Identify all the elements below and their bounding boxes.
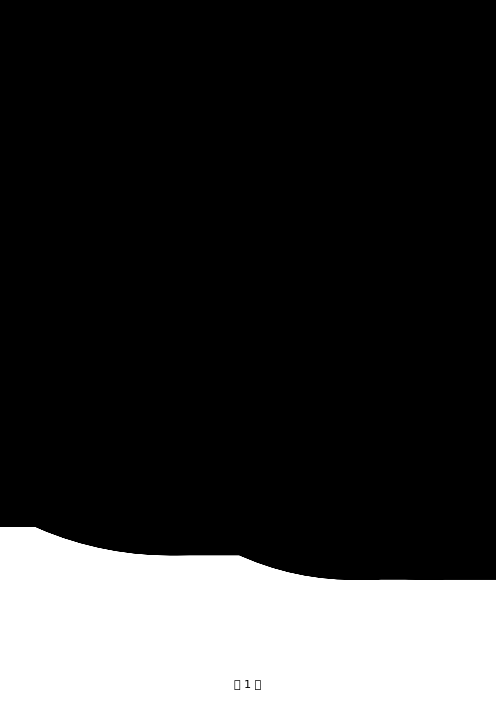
Text: A# 氧透: A# 氧透 xyxy=(365,235,403,249)
Text: 0.53Mpa23℃: 0.53Mpa23℃ xyxy=(270,105,340,115)
Text: 3、空压机仪控系统：: 3、空压机仪控系统： xyxy=(28,435,112,447)
Text: B#氧活塞: B#氧活塞 xyxy=(179,315,221,329)
Text: A#氧活塞: A#氧活塞 xyxy=(179,235,221,249)
Text: 空气: 空气 xyxy=(33,110,48,123)
Text: 空分塔: 空分塔 xyxy=(372,145,394,157)
Bar xyxy=(271,115,289,143)
Text: 高速旋转产生离心力，在离心力的作用下气体被甩出，并获得很大的速: 高速旋转产生离心力，在离心力的作用下气体被甩出，并获得很大的速 xyxy=(28,376,260,388)
Text: 过滤器: 过滤器 xyxy=(72,145,94,157)
Text: 空冷塔: 空冷塔 xyxy=(269,145,291,157)
Text: 空分装置工艺流程及仪表简介: 空分装置工艺流程及仪表简介 xyxy=(167,47,329,67)
Text: A#空压机: A#空压机 xyxy=(142,145,184,157)
Bar xyxy=(74,120,92,138)
Text: 空气经过滤器进入空透压缩机，进入叶轮的气体在叶轮的作用下，: 空气经过滤器进入空透压缩机，进入叶轮的气体在叶轮的作用下， xyxy=(28,359,261,371)
Text: 第 1 页: 第 1 页 xyxy=(235,679,261,689)
Text: 20Kpa O2: 20Kpa O2 xyxy=(432,201,494,215)
Bar xyxy=(338,104,428,182)
Text: 1.1Mpa 氧气: 1.1Mpa 氧气 xyxy=(234,201,299,215)
Text: （1）、温度：8 个轴温测量（TIAS1.10~TIAS1.17）: （1）、温度：8 个轴温测量（TIAS1.10~TIAS1.17） xyxy=(28,451,275,465)
Text: 2.2Mpa  至合成: 2.2Mpa 至合成 xyxy=(234,282,310,295)
Text: 0.55Mpa 70℃: 0.55Mpa 70℃ xyxy=(193,105,266,115)
Text: 度，在扩压器等元件中将速度能转化为压力能。这样通过逐段的多级压: 度，在扩压器等元件中将速度能转化为压力能。这样通过逐段的多级压 xyxy=(28,392,260,406)
Text: 2、空压机工作原理：: 2、空压机工作原理： xyxy=(35,340,111,354)
Text: 缩，使气体达到规定的压力，送至空分系统。: 缩，使气体达到规定的压力，送至空分系统。 xyxy=(28,409,178,423)
Text: 4.0Mpa 至气化: 4.0Mpa 至气化 xyxy=(28,201,101,215)
Text: 3Kpa N2: 3Kpa N2 xyxy=(432,282,485,295)
Text: 1、   工艺流程简图：: 1、 工艺流程简图： xyxy=(45,95,125,109)
Text: 一、   10000NM3/h 空分工艺流程及仪控系统: 一、 10000NM3/h 空分工艺流程及仪控系统 xyxy=(28,77,222,91)
